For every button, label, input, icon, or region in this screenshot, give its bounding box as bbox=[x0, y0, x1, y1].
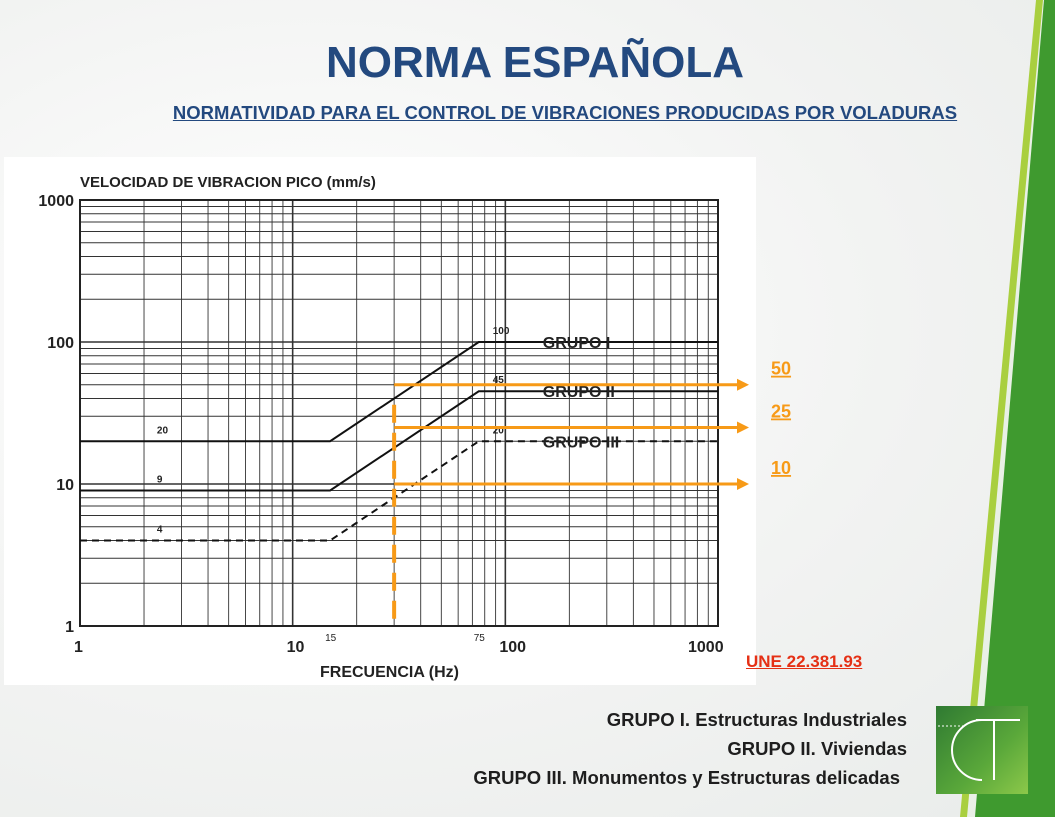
x-tick-label: 1 bbox=[74, 639, 83, 656]
chart-annotation: 4 bbox=[157, 525, 163, 536]
chart-annotations: 20 9 4 100 45 20 bbox=[157, 326, 510, 536]
plot-border bbox=[79, 199, 719, 627]
chart-annotation: 9 bbox=[157, 474, 163, 485]
series-label: GRUPO I bbox=[543, 335, 611, 352]
chart-title: VELOCIDAD DE VIBRACION PICO (mm/s) bbox=[80, 174, 376, 191]
overlay-arrow-head bbox=[737, 378, 749, 391]
congreso-tecnico-logo-icon bbox=[936, 706, 1028, 794]
x-mark-label: 75 bbox=[474, 633, 486, 644]
chart-grid bbox=[79, 200, 718, 627]
y-tick-label: 1000 bbox=[38, 193, 74, 210]
series-line-grupo-iii bbox=[80, 440, 718, 542]
slide-title: NORMA ESPAÑOLA bbox=[326, 38, 744, 87]
series-label: GRUPO II bbox=[543, 384, 615, 401]
x-tick-label: 100 bbox=[499, 639, 526, 656]
slide-subtitle: NORMATIVIDAD PARA EL CONTROL DE VIBRACIO… bbox=[172, 102, 958, 123]
chart-x-axis-label: FRECUENCIA (Hz) bbox=[320, 664, 459, 681]
y-tick-label: 1 bbox=[65, 619, 74, 636]
standard-reference: UNE 22.381.93 bbox=[746, 652, 863, 671]
chart-annotation: 20 bbox=[493, 425, 505, 436]
y-tick-label: 10 bbox=[56, 477, 74, 494]
group-ii-description: GRUPO II. Viviendas bbox=[727, 738, 907, 759]
series-label: GRUPO III bbox=[543, 434, 619, 451]
series-line-grupo-ii bbox=[80, 390, 718, 492]
y-tick-label: 100 bbox=[47, 335, 74, 352]
chart-series: GRUPO I GRUPO II GRUPO III bbox=[80, 335, 718, 542]
chart-ticks: 1 10 100 1000 1 10 100 1000 15 75 bbox=[38, 193, 723, 656]
overlay-arrow-head bbox=[737, 421, 749, 434]
vibration-chart-panel: GRUPO I GRUPO II GRUPO III 1 10 100 1000 1 10 10… bbox=[4, 157, 756, 685]
chart-annotation: 100 bbox=[493, 326, 510, 337]
chart-overlay bbox=[392, 378, 749, 626]
x-mark-label: 15 bbox=[325, 633, 337, 644]
chart-annotation: 45 bbox=[493, 375, 505, 386]
overlay-arrow-head bbox=[737, 478, 749, 490]
series-line-grupo-i bbox=[80, 341, 718, 443]
chart-annotation: 20 bbox=[157, 425, 169, 436]
group-i-description: GRUPO I. Estructuras Industriales bbox=[606, 709, 907, 730]
chart-frame bbox=[79, 199, 719, 627]
group-iii-description: GRUPO III. Monumentos y Estructuras deli… bbox=[473, 767, 900, 788]
x-tick-label: 10 bbox=[287, 639, 305, 656]
vibration-chart: GRUPO I GRUPO II GRUPO III 1 10 100 1000 1 10 10… bbox=[38, 174, 749, 681]
x-tick-label: 1000 bbox=[688, 639, 724, 656]
